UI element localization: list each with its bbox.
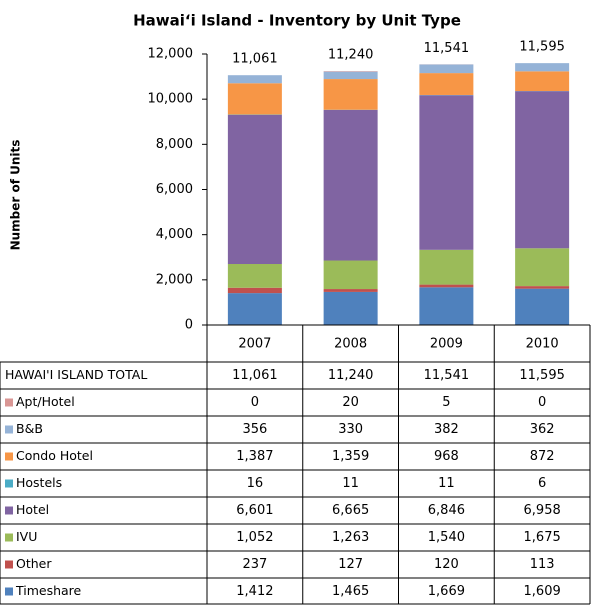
x-tick-label: 2009: [430, 337, 463, 352]
table-cell: 120: [434, 557, 459, 572]
x-tick-label: 2008: [334, 337, 367, 352]
bar-segment: [323, 110, 378, 261]
legend-swatch: [5, 479, 13, 488]
bar-segment: [227, 114, 282, 265]
table-cell: 968: [434, 449, 459, 464]
legend-swatch: [5, 587, 13, 596]
table-cell: 16: [247, 476, 264, 491]
legend-label: Hostels: [16, 475, 62, 490]
y-tick-label: 12,000: [148, 47, 194, 62]
x-tick-label: 2010: [526, 337, 559, 352]
table-cell: 1,669: [428, 584, 465, 599]
table-row-label: HAWAI'I ISLAND TOTAL: [5, 367, 147, 382]
table-cell: 356: [242, 422, 267, 437]
table-cell: 0: [538, 395, 546, 410]
y-tick-label: 0: [185, 318, 193, 333]
table-cell: 330: [338, 422, 363, 437]
y-tick-label: 2,000: [156, 272, 193, 287]
legend-label: Timeshare: [15, 583, 82, 598]
table-cell: 127: [338, 557, 363, 572]
table-cell: 0: [251, 395, 259, 410]
bar-segment: [323, 71, 378, 80]
legend-label: Other: [16, 556, 52, 571]
bar-segment: [419, 287, 474, 325]
legend-label: Apt/Hotel: [16, 394, 75, 409]
y-tick-label: 10,000: [148, 92, 194, 107]
total-label: 11,061: [232, 52, 278, 67]
table-cell: 237: [242, 557, 267, 572]
total-label: 11,595: [519, 40, 565, 55]
table-cell: 6,665: [332, 503, 369, 518]
table-cell: 11: [342, 476, 359, 491]
table-cell: 1,387: [236, 449, 273, 464]
legend-swatch: [5, 425, 13, 434]
table-cell: 11: [438, 476, 455, 491]
bar-segment: [227, 293, 282, 325]
total-label: 11,541: [424, 41, 470, 56]
table-cell: 382: [434, 422, 459, 437]
bar-segment: [419, 73, 474, 95]
total-label: 11,240: [328, 48, 374, 63]
bar-segment: [515, 63, 570, 72]
bar-segment: [227, 287, 282, 294]
y-tick-label: 4,000: [156, 227, 193, 242]
table-cell: 6,846: [428, 503, 465, 518]
legend-swatch: [5, 560, 13, 569]
legend-label: Condo Hotel: [16, 448, 93, 463]
legend-label: B&B: [16, 421, 43, 436]
table-cell: 11,541: [424, 368, 470, 383]
table-cell: 1,263: [332, 530, 369, 545]
table-cell: 1,465: [332, 584, 369, 599]
bar-segment: [419, 284, 474, 288]
bar-segment: [515, 288, 570, 325]
table-cell: 6,601: [236, 503, 273, 518]
legend-swatch: [5, 533, 13, 542]
table-cell: 362: [530, 422, 555, 437]
bar-segment: [515, 91, 570, 249]
bar-segment: [227, 264, 282, 288]
table-cell: 6: [538, 476, 546, 491]
bar-segment: [515, 71, 570, 92]
table-cell: 1,675: [524, 530, 561, 545]
table-cell: 1,359: [332, 449, 369, 464]
table-cell: 872: [530, 449, 555, 464]
y-axis-label: Number of Units: [9, 140, 23, 251]
legend-swatch: [5, 452, 13, 461]
table-cell: 11,061: [232, 368, 278, 383]
table-cell: 5: [442, 395, 450, 410]
bar-segment: [515, 286, 570, 289]
table-cell: 1,609: [524, 584, 561, 599]
table-cell: 113: [530, 557, 555, 572]
table-cell: 1,540: [428, 530, 465, 545]
bar-segment: [515, 248, 570, 287]
legend-swatch: [5, 398, 13, 407]
table-cell: 1,052: [236, 530, 273, 545]
bar-segment: [323, 260, 378, 290]
bar-segment: [419, 64, 474, 74]
bar-segment: [227, 83, 282, 115]
y-tick-label: 8,000: [156, 137, 193, 152]
bar-segment: [323, 291, 378, 325]
bar-segment: [323, 289, 378, 292]
table-cell: 11,595: [519, 368, 565, 383]
x-tick-label: 2007: [238, 337, 271, 352]
legend-swatch: [5, 506, 13, 515]
legend-label: IVU: [16, 529, 37, 544]
table-cell: 1,412: [236, 584, 273, 599]
legend-label: Hotel: [16, 502, 49, 517]
bar-segment: [419, 95, 474, 250]
table-cell: 20: [342, 395, 359, 410]
table-cell: 11,240: [328, 368, 374, 383]
bar-segment: [227, 75, 282, 84]
chart-title: Hawai‘i Island - Inventory by Unit Type: [133, 12, 461, 30]
bar-segment: [419, 249, 474, 285]
bar-segment: [323, 79, 378, 110]
table-cell: 6,958: [524, 503, 561, 518]
y-tick-label: 6,000: [156, 182, 193, 197]
